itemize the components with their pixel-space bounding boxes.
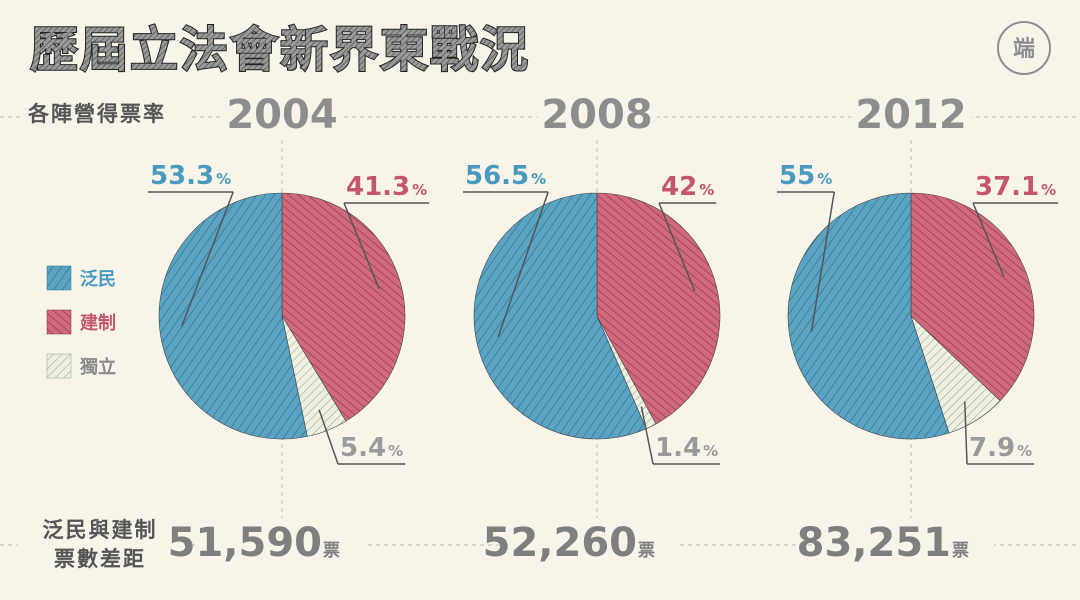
- year-label-2012: 2012: [855, 92, 966, 138]
- pct-leader-2008-pro-establishment: [658, 202, 696, 292]
- vote-gap-value-2008: 52,260: [483, 520, 637, 566]
- legend-swatch-pan-democrat: [46, 265, 72, 291]
- pct-leader-2012-independent: [964, 401, 968, 465]
- year-label-2004: 2004: [226, 92, 337, 138]
- legend-label-independent: 獨立: [79, 356, 116, 378]
- pct-leader-2012-pan-democrat: [810, 191, 835, 332]
- pct-label-2008-independent: 1.4%: [655, 433, 718, 463]
- pct-label-2012-independent: 7.9%: [969, 433, 1032, 463]
- logo-text: 端: [1013, 37, 1035, 62]
- logo: 端: [997, 21, 1051, 75]
- pct-label-2008-pan-democrat: 56.5%: [465, 161, 546, 191]
- vote-gap-label-line2: 票數差距: [54, 547, 146, 571]
- vote-gap-unit-2004: 票: [323, 541, 340, 561]
- pct-label-2012-pan-democrat: 55%: [779, 161, 832, 191]
- pct-value-2004-independent: 5.4: [340, 433, 386, 463]
- pie-slice-2008-pan-democrat: [473, 192, 647, 440]
- legend: 泛民 建制 獨立: [46, 265, 116, 379]
- vote-share-label: 各陣營得票率: [27, 102, 166, 126]
- pct-label-2004-pro-establishment: 41.3%: [346, 172, 427, 202]
- pct-unit-2004-pan-democrat: %: [216, 170, 231, 188]
- vote-gap-value-2012: 83,251: [797, 520, 951, 566]
- vote-gap-value-2004: 51,590: [168, 520, 322, 566]
- pct-leader-2012-pro-establishment: [972, 202, 1005, 277]
- pct-label-2004-independent: 5.4%: [340, 433, 403, 463]
- year-label-2008: 2008: [541, 92, 652, 138]
- pct-label-2008-pro-establishment: 42%: [661, 172, 714, 202]
- pct-unit-2004-pro-establishment: %: [412, 181, 427, 199]
- pct-label-2004-pan-democrat: 53.3%: [150, 161, 231, 191]
- legend-label-pro-establishment: 建制: [80, 312, 116, 334]
- vote-gap-label-line1: 泛民與建制: [43, 518, 158, 542]
- vote-gap-2008: 52,260票: [483, 520, 655, 566]
- pct-value-2008-pro-establishment: 42: [661, 172, 697, 202]
- pct-unit-2012-independent: %: [1017, 442, 1032, 460]
- vote-gap-2012: 83,251票: [797, 520, 969, 566]
- chart-2008: 2008 56.5% 42% 1.4% 52,260票: [463, 92, 721, 570]
- legend-item-pro-establishment: 建制: [46, 309, 116, 335]
- pct-unit-2008-pro-establishment: %: [699, 181, 714, 199]
- pct-value-2004-pro-establishment: 41.3: [346, 172, 410, 202]
- pct-unit-2008-pan-democrat: %: [531, 170, 546, 188]
- pie-slice-2012-pan-democrat: [787, 192, 950, 440]
- pie-slice-2008-pro-establishment: [596, 192, 721, 425]
- pct-unit-2004-independent: %: [388, 442, 403, 460]
- legend-label-pan-democrat: 泛民: [80, 269, 116, 290]
- legend-swatch-independent: [46, 353, 72, 379]
- chart-2004: 2004 53.3% 41.3% 5.4% 51,590票: [148, 92, 430, 570]
- pct-leader-2008-independent: [640, 406, 654, 465]
- pct-unit-2012-pro-establishment: %: [1041, 181, 1056, 199]
- legend-item-independent: 獨立: [46, 353, 116, 379]
- pct-value-2008-pan-democrat: 56.5: [465, 161, 529, 191]
- pie-slice-2012-pro-establishment: [910, 192, 1035, 402]
- legend-swatch-pro-establishment: [46, 309, 72, 335]
- vote-gap-unit-2008: 票: [638, 541, 655, 561]
- pct-leader-2004-pro-establishment: [343, 202, 380, 290]
- pct-unit-2012-pan-democrat: %: [817, 170, 832, 188]
- chart-2012: 2012 55% 37.1% 7.9% 83,251票: [777, 92, 1059, 570]
- pct-leader-2008-pan-democrat: [497, 191, 549, 337]
- pct-value-2012-pro-establishment: 37.1: [975, 172, 1039, 202]
- pct-value-2012-independent: 7.9: [969, 433, 1015, 463]
- legend-item-pan-democrat: 泛民: [46, 265, 116, 291]
- pct-value-2004-pan-democrat: 53.3: [150, 161, 214, 191]
- pct-value-2008-independent: 1.4: [655, 433, 701, 463]
- pie-slice-2004-pro-establishment: [281, 192, 406, 422]
- pct-value-2012-pan-democrat: 55: [779, 161, 815, 191]
- pct-leader-2004-pan-democrat: [180, 191, 234, 327]
- pct-leader-2004-independent: [318, 409, 339, 465]
- pct-label-2012-pro-establishment: 37.1%: [975, 172, 1056, 202]
- vote-gap-2004: 51,590票: [168, 520, 340, 566]
- pct-unit-2008-independent: %: [703, 442, 718, 460]
- vote-gap-unit-2012: 票: [952, 541, 969, 561]
- page-title: 歷屆立法會新界東戰況: [30, 22, 530, 78]
